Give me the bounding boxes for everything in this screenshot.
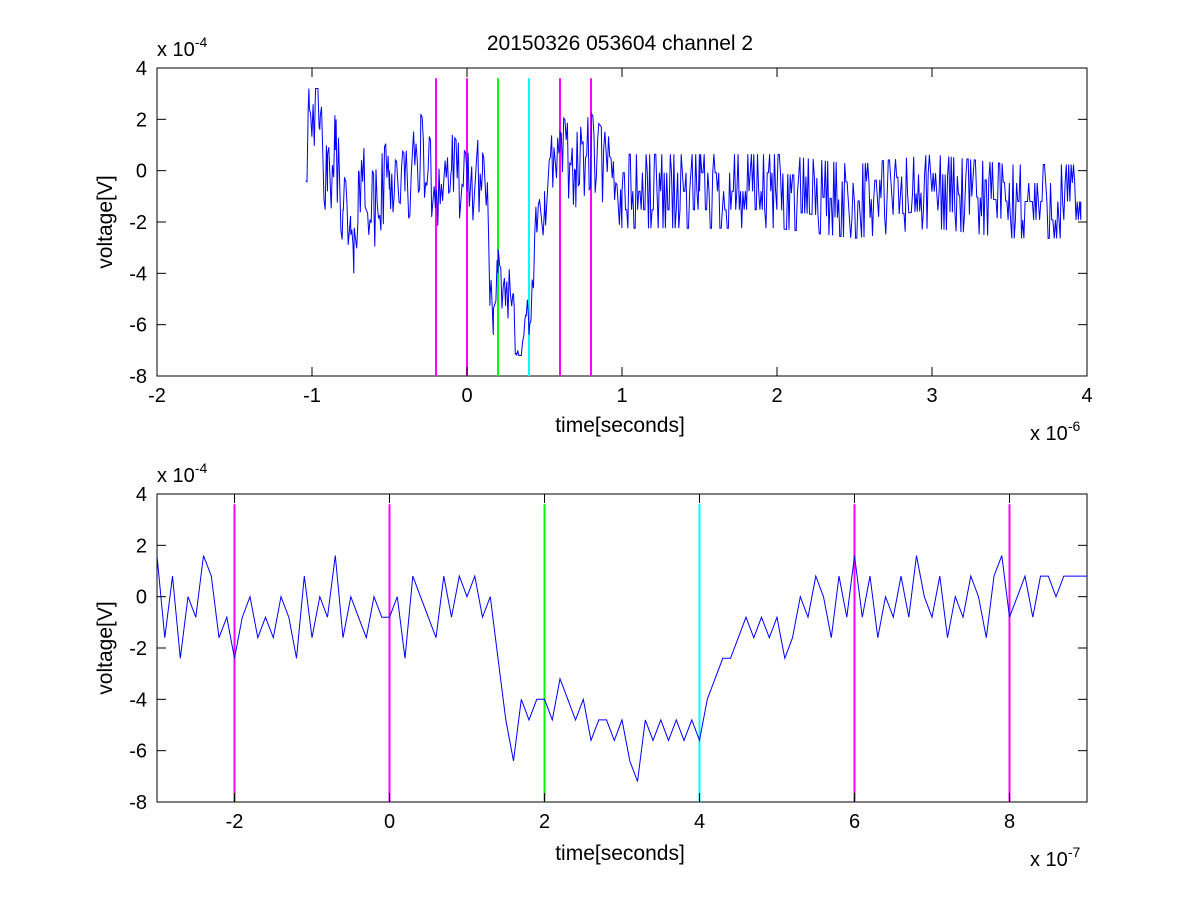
y-exponent-power-bottom: -4: [195, 460, 208, 476]
y-tick-label-bot-0: -8: [129, 792, 147, 814]
x-axis-label-bottom: time[seconds]: [555, 842, 685, 865]
y-tick-label-bot-2: -4: [129, 689, 147, 711]
x-exponent-base-bottom: x 10: [1030, 849, 1068, 871]
y-tick-label-top-0: -8: [129, 366, 147, 388]
y-axis-label-bottom: voltage[V]: [94, 601, 117, 694]
x-tick-label-top-6: 4: [1081, 385, 1092, 407]
x-tick-label-top-1: -1: [303, 385, 321, 407]
x-tick-labels-bottom: -2 0 2 4 6 8: [226, 811, 1015, 833]
y-tick-label-top-6: 4: [136, 58, 147, 80]
y-tick-label-bot-5: 2: [136, 535, 147, 557]
subplot-top: -2 -1 0 1 2 3 4 -8 -6 -4 -2 0 2 4 time[seconds] volt…: [94, 34, 1093, 445]
y-tick-label-top-2: -4: [129, 263, 147, 285]
y-exponent-bottom: x 10-4: [157, 460, 207, 487]
tick-marks-top: [156, 67, 1088, 377]
voltage-trace-top: [305, 88, 1082, 356]
y-exponent-top: x 10-4: [157, 34, 207, 61]
y-exponent-base-bottom: x 10: [157, 465, 195, 487]
y-tick-label-top-5: 2: [136, 109, 147, 131]
y-tick-label-bot-4: 0: [136, 587, 147, 609]
figure-title: 20150326 053604 channel 2: [487, 32, 753, 55]
x-tick-label-bot-3: 4: [694, 811, 705, 833]
y-exponent-power-top: -4: [195, 34, 208, 50]
x-tick-label-bot-5: 8: [1004, 811, 1015, 833]
x-tick-label-bot-1: 0: [384, 811, 395, 833]
x-exponent-power-bottom: -7: [1068, 844, 1081, 860]
y-tick-label-top-1: -6: [129, 315, 147, 337]
y-axis-label-top: voltage[V]: [94, 175, 117, 268]
x-tick-label-top-2: 0: [461, 385, 472, 407]
y-tick-labels-bottom: -8 -6 -4 -2 0 2 4: [129, 484, 147, 814]
y-exponent-base-top: x 10: [157, 39, 195, 61]
subplot-bottom: -2 0 2 4 6 8 -8 -6 -4 -2 0 2 4 time[seconds] voltag…: [94, 460, 1088, 871]
x-exponent-bottom: x 10-7: [1030, 844, 1080, 871]
x-tick-label-top-0: -2: [148, 385, 166, 407]
y-tick-label-bot-6: 4: [136, 484, 147, 506]
x-axis-label-top: time[seconds]: [555, 414, 685, 437]
x-tick-label-bot-0: -2: [226, 811, 244, 833]
x-exponent-top: x 10-6: [1030, 418, 1080, 445]
y-tick-label-bot-1: -6: [129, 741, 147, 763]
x-tick-label-top-5: 3: [926, 385, 937, 407]
y-tick-label-top-3: -2: [129, 212, 147, 234]
marker-lines-bottom: [233, 504, 1011, 802]
voltage-trace-bottom: [156, 555, 1087, 782]
x-exponent-power-top: -6: [1068, 418, 1081, 434]
tick-marks-bottom: [157, 493, 1087, 803]
x-tick-label-top-3: 1: [616, 385, 627, 407]
x-tick-labels-top: -2 -1 0 1 2 3 4: [148, 385, 1092, 407]
x-tick-label-top-4: 2: [771, 385, 782, 407]
x-exponent-base-top: x 10: [1030, 423, 1068, 445]
y-tick-label-top-4: 0: [136, 161, 147, 183]
y-tick-label-bot-3: -2: [129, 638, 147, 660]
plot-area-bottom: [156, 493, 1088, 803]
x-tick-label-bot-4: 6: [849, 811, 860, 833]
x-tick-label-bot-2: 2: [539, 811, 550, 833]
y-tick-labels-top: -8 -6 -4 -2 0 2 4: [129, 58, 147, 388]
